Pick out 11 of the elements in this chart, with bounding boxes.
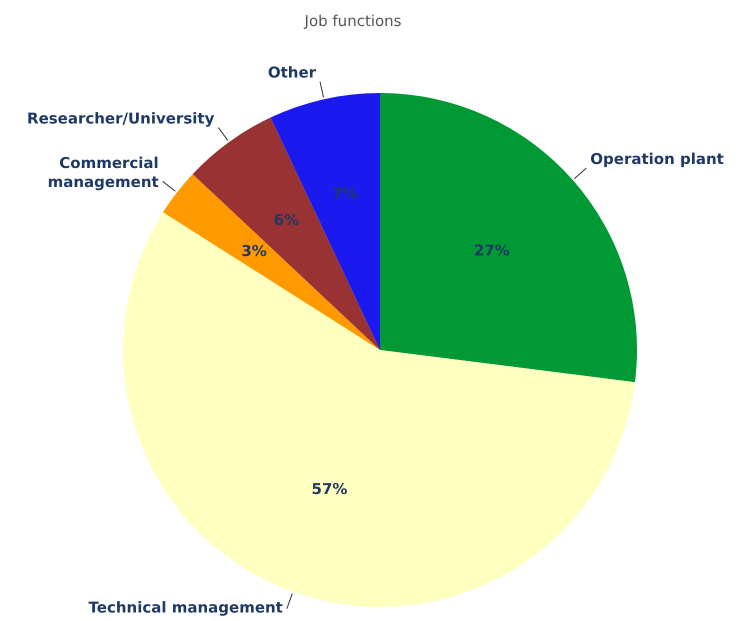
data-label: 7% (332, 184, 358, 202)
data-label: 27% (474, 241, 510, 260)
slice-label: Operation plant (590, 150, 724, 168)
slice-label: Other (268, 64, 317, 82)
slice-label: Technical management (88, 598, 283, 617)
slice-label: Commercial management (48, 154, 159, 191)
chart-title: Job functions (304, 12, 402, 30)
slice-label: Researcher/University (27, 109, 215, 128)
data-label: 57% (312, 480, 348, 498)
data-label: 6% (274, 210, 300, 229)
data-label: 3% (241, 242, 267, 260)
